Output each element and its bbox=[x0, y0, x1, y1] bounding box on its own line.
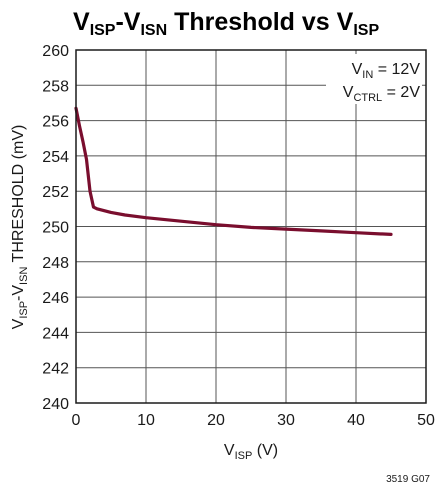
x-tick-label: 50 bbox=[417, 412, 435, 429]
y-tick-label: 242 bbox=[42, 361, 69, 378]
title-sep: -V bbox=[115, 8, 140, 36]
y-label-main: V bbox=[10, 318, 27, 329]
y-tick-label: 260 bbox=[42, 43, 69, 60]
y-tick-label: 240 bbox=[42, 396, 69, 413]
y-label-sub-1: ISP bbox=[18, 301, 30, 319]
y-tick-label: 246 bbox=[42, 290, 69, 307]
x-tick-label: 10 bbox=[137, 412, 155, 429]
y-label-rest: THRESHOLD (mV) bbox=[10, 125, 27, 267]
y-label-sub-2: ISN bbox=[18, 267, 30, 285]
x-label-main: V bbox=[224, 442, 235, 459]
title-rest: Threshold vs V bbox=[167, 8, 353, 36]
y-tick-label: 254 bbox=[42, 149, 69, 166]
y-axis-label: VISP-VISN THRESHOLD (mV) bbox=[10, 125, 30, 330]
title-main: V bbox=[73, 8, 90, 36]
x-tick-label: 40 bbox=[347, 412, 365, 429]
ann-vctrl-rest: = 2V bbox=[382, 84, 420, 101]
ann-vin-main: V bbox=[352, 61, 363, 78]
title-sub-1: ISP bbox=[90, 22, 116, 39]
ann-vin-sub: IN bbox=[362, 69, 373, 81]
ann-vin-rest: = 12V bbox=[373, 61, 420, 78]
y-tick-label: 256 bbox=[42, 114, 69, 131]
ann-vctrl-main: V bbox=[343, 84, 354, 101]
plot-frame bbox=[75, 49, 427, 404]
x-label-rest: (V) bbox=[252, 442, 278, 459]
x-tick-label: 0 bbox=[72, 412, 81, 429]
annotation-vin: VIN = 12V bbox=[352, 61, 421, 81]
title-sub-2: ISN bbox=[140, 22, 167, 39]
x-label-sub: ISP bbox=[235, 450, 253, 462]
ann-vctrl-sub: CTRL bbox=[353, 92, 382, 104]
annotation-vctrl: VCTRL = 2V bbox=[343, 84, 421, 104]
x-tick-label: 20 bbox=[207, 412, 225, 429]
annotation-box bbox=[326, 54, 422, 104]
y-tick-label: 258 bbox=[42, 78, 69, 95]
title-sub-3: ISP bbox=[353, 22, 379, 39]
y-tick-label: 250 bbox=[42, 220, 69, 237]
y-tick-labels: 240 242 244 246 248 250 252 254 256 258 260 bbox=[42, 43, 69, 413]
series-group bbox=[74, 106, 393, 236]
y-tick-label: 252 bbox=[42, 184, 69, 201]
y-label-sep: -V bbox=[10, 285, 27, 301]
chart-title: VISP-VISN Threshold vs VISP bbox=[73, 8, 379, 39]
x-tick-labels: 0 10 20 30 40 50 bbox=[72, 412, 435, 429]
series-line bbox=[74, 106, 393, 236]
figure-code: 3519 G07 bbox=[386, 474, 430, 485]
x-axis-label: VISP (V) bbox=[224, 442, 278, 462]
x-tick-label: 30 bbox=[277, 412, 295, 429]
y-tick-label: 248 bbox=[42, 255, 69, 272]
y-tick-label: 244 bbox=[42, 325, 69, 342]
